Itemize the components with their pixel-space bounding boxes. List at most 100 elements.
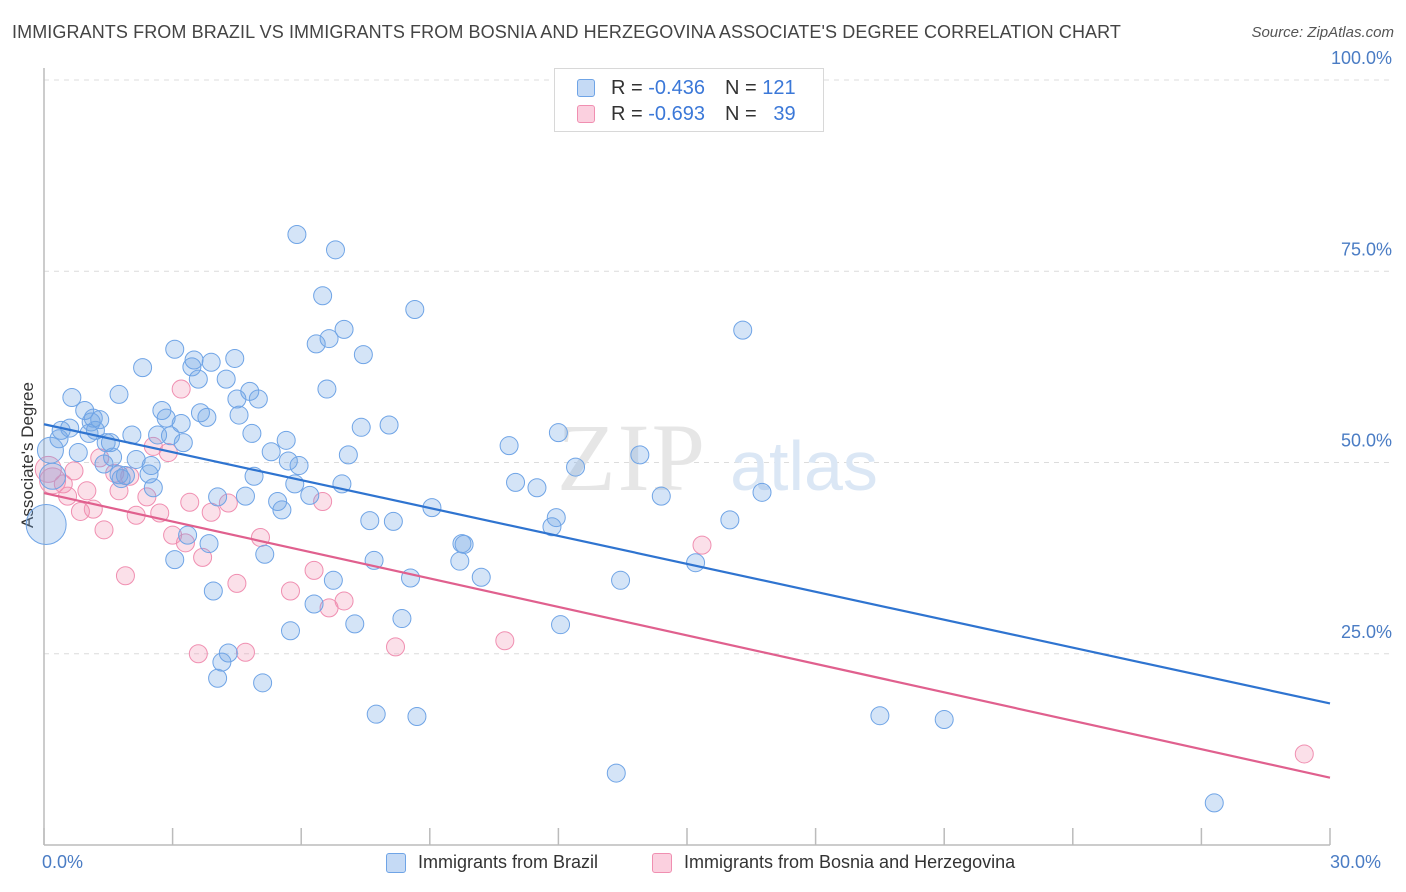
data-point-brazil bbox=[203, 581, 223, 601]
data-point-brazil bbox=[208, 668, 228, 688]
data-point-brazil bbox=[156, 408, 176, 428]
y-tick-label: 100.0% bbox=[1331, 48, 1392, 68]
data-point-bosnia bbox=[280, 581, 300, 601]
data-point-brazil bbox=[407, 706, 427, 726]
r-label: R = bbox=[611, 76, 643, 99]
data-point-brazil bbox=[360, 511, 380, 531]
data-point-brazil bbox=[351, 417, 371, 437]
data-point-brazil bbox=[548, 423, 568, 443]
data-point-brazil bbox=[272, 500, 292, 520]
data-point-brazil bbox=[454, 534, 474, 554]
y-tick-label: 75.0% bbox=[1341, 239, 1392, 259]
data-point-brazil bbox=[182, 357, 202, 377]
data-point-brazil bbox=[304, 594, 324, 614]
data-point-brazil bbox=[248, 389, 268, 409]
source-label: Source: ZipAtlas.com bbox=[1251, 24, 1394, 41]
data-point-brazil bbox=[752, 482, 772, 502]
data-point-brazil bbox=[720, 510, 740, 530]
data-point-bosnia bbox=[334, 591, 354, 611]
data-point-brazil bbox=[686, 553, 706, 573]
data-point-bosnia bbox=[137, 487, 157, 507]
data-point-bosnia bbox=[1294, 744, 1314, 764]
x-tick-label-max: 30.0% bbox=[1330, 852, 1382, 872]
data-point-brazil bbox=[141, 456, 161, 476]
data-point-brazil bbox=[278, 451, 298, 471]
data-point-brazil bbox=[212, 652, 232, 672]
data-point-bosnia bbox=[495, 631, 515, 651]
data-point-brazil bbox=[934, 710, 954, 730]
data-point-brazil bbox=[499, 436, 519, 456]
data-point-brazil bbox=[109, 384, 129, 404]
y-tick-label: 25.0% bbox=[1341, 622, 1392, 642]
r-value-brazil: -0.436 bbox=[648, 76, 705, 99]
data-point-brazil bbox=[313, 286, 333, 306]
data-point-brazil bbox=[287, 225, 307, 245]
data-point-brazil bbox=[546, 508, 566, 528]
series-legend: Immigrants from Brazil Immigrants from B… bbox=[0, 852, 1406, 878]
legend-swatch-bosnia bbox=[577, 105, 595, 123]
data-point-brazil bbox=[25, 503, 67, 545]
data-point-brazil bbox=[289, 456, 309, 476]
data-point-bosnia bbox=[175, 533, 195, 553]
data-point-brazil bbox=[143, 478, 163, 498]
legend-label-brazil: Immigrants from Brazil bbox=[418, 852, 599, 872]
data-point-brazil bbox=[188, 369, 208, 389]
chart-title: IMMIGRANTS FROM BRAZIL VS IMMIGRANTS FRO… bbox=[12, 22, 1122, 42]
n-value-brazil: 121 bbox=[762, 76, 796, 99]
data-point-brazil bbox=[201, 352, 221, 372]
data-point-brazil bbox=[527, 478, 547, 498]
data-point-brazil bbox=[90, 410, 110, 430]
data-point-bosnia bbox=[692, 535, 712, 555]
data-point-brazil bbox=[115, 466, 135, 486]
data-point-brazil bbox=[171, 413, 191, 433]
n-value-bosnia: 39 bbox=[773, 102, 796, 125]
data-point-brazil bbox=[216, 369, 236, 389]
data-point-brazil bbox=[261, 442, 281, 462]
legend-item-brazil[interactable]: Immigrants from Brazil bbox=[386, 852, 598, 873]
data-point-brazil bbox=[197, 407, 217, 427]
data-point-brazil bbox=[1204, 793, 1224, 813]
data-point-brazil bbox=[323, 570, 343, 590]
data-point-bosnia bbox=[180, 492, 200, 512]
data-point-brazil bbox=[280, 621, 300, 641]
legend-item-bosnia[interactable]: Immigrants from Bosnia and Herzegovina bbox=[652, 852, 1015, 873]
data-point-brazil bbox=[606, 763, 626, 783]
data-point-brazil bbox=[173, 433, 193, 453]
data-point-brazil bbox=[551, 615, 571, 635]
data-point-brazil bbox=[319, 329, 339, 349]
data-point-brazil bbox=[178, 525, 198, 545]
data-point-brazil bbox=[276, 430, 296, 450]
data-point-brazil bbox=[83, 408, 103, 428]
data-point-bosnia bbox=[227, 573, 247, 593]
data-point-bosnia bbox=[218, 493, 238, 513]
data-point-brazil bbox=[39, 462, 67, 490]
legend-swatch-brazil bbox=[386, 852, 406, 873]
watermark-atlas: atlas bbox=[730, 427, 878, 505]
r-value-bosnia: -0.693 bbox=[648, 102, 705, 125]
trend-line-bosnia bbox=[43, 492, 1331, 779]
data-point-bosnia bbox=[64, 461, 84, 481]
trend-line-brazil bbox=[43, 423, 1331, 705]
data-point-brazil bbox=[383, 511, 403, 531]
data-point-brazil bbox=[379, 415, 399, 435]
data-point-brazil bbox=[103, 447, 123, 467]
data-point-brazil bbox=[338, 445, 358, 465]
data-point-brazil bbox=[651, 486, 671, 506]
data-point-brazil bbox=[353, 345, 373, 365]
stats-legend-row-brazil: R = -0.436 N = 121 bbox=[577, 76, 796, 100]
data-point-bosnia bbox=[77, 481, 97, 501]
data-point-brazil bbox=[542, 517, 562, 537]
data-point-brazil bbox=[870, 706, 890, 726]
stats-legend-row-bosnia: R = -0.693 N = 39 bbox=[577, 102, 796, 126]
data-point-brazil bbox=[184, 350, 204, 370]
data-point-brazil bbox=[506, 472, 526, 492]
data-point-bosnia bbox=[235, 642, 255, 662]
data-point-brazil bbox=[471, 567, 491, 587]
data-point-brazil bbox=[62, 387, 82, 407]
data-point-brazil bbox=[229, 405, 249, 425]
x-tick-label-min: 0.0% bbox=[42, 852, 84, 872]
legend-swatch-bosnia bbox=[652, 852, 672, 873]
n-label: N = bbox=[724, 76, 757, 99]
legend-label-bosnia: Immigrants from Bosnia and Herzegovina bbox=[684, 852, 1016, 872]
